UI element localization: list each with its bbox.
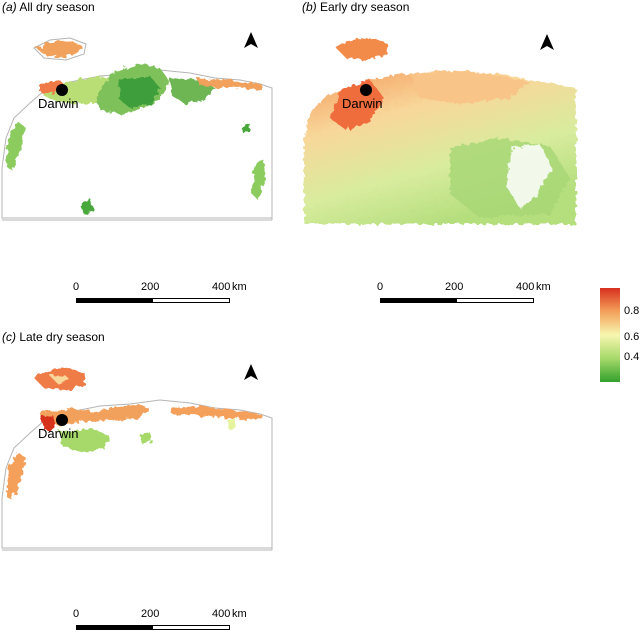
scale-bar-a: 0 200 400 km [73,281,247,307]
no-data-patch [506,144,552,208]
scale-bar-graphic [380,298,534,303]
heat-patch [6,122,26,170]
panel-c-letter: (c) [2,330,16,344]
city-label-darwin: Darwin [38,426,78,441]
heat-patch [196,78,262,90]
city-dot-icon [56,84,68,96]
panel-b-title-text: Early dry season [316,0,410,14]
heat-patch [140,432,152,444]
scale-tick-400: 400 [212,608,231,620]
scale-tick-200: 200 [141,608,160,620]
scale-tick-0: 0 [377,281,384,293]
north-arrow-icon [244,364,258,380]
panel-b-letter: (b) [302,0,317,14]
legend-color-ramp [600,288,620,382]
panel-a-title-text: All dry season [16,0,95,14]
scale-tick-400: 400 [516,281,535,293]
north-arrow-icon [244,32,258,48]
island-outline [33,37,87,61]
city-dot-icon [360,84,372,96]
scale-tick-400: 400 [212,281,231,293]
legend-label-low: 0.4 [624,351,640,363]
scale-bar-graphic [76,298,230,303]
panel-b-title: (b) Early dry season [302,0,409,14]
map-all-dry-season: Darwin [1,32,273,221]
legend-label-mid: 0.6 [624,331,640,343]
scale-tick-200: 200 [141,281,160,293]
color-legend: 0.8 0.6 0.4 [600,288,640,388]
panel-c-title: (c) Late dry season [2,330,105,344]
heat-patch [410,70,530,104]
scale-unit: km [536,281,551,293]
panel-a-letter: (a) [2,0,17,14]
heat-patch [170,406,262,420]
map-early-dry-season: Darwin [304,34,576,224]
north-arrow-icon [540,34,554,50]
heat-patch [40,414,56,432]
scale-bar-b: 0 200 400 km [377,281,551,307]
scale-tick-200: 200 [445,281,464,293]
heat-patch [80,198,94,214]
heat-patch [252,158,266,200]
scale-bar-graphic [76,625,230,630]
panel-a-title: (a) All dry season [2,0,95,14]
heat-patch [336,38,388,60]
scale-bar-c: 0 200 400 km [73,608,247,634]
city-dot-icon [56,414,68,426]
scale-unit: km [232,608,247,620]
heat-patch [118,76,160,108]
heat-patch [60,428,110,452]
scale-unit: km [232,281,247,293]
heat-patch [50,374,70,384]
map-late-dry-season: Darwin [1,364,273,551]
city-label-darwin: Darwin [342,96,382,111]
heat-patch [228,418,236,428]
city-label-darwin: Darwin [38,96,78,111]
panel-c-title-text: Late dry season [16,330,105,344]
scale-tick-0: 0 [73,608,80,620]
legend-label-high: 0.8 [624,305,640,317]
heat-patch [36,41,82,57]
heat-patch [6,452,26,500]
heat-patch [242,124,250,132]
scale-tick-0: 0 [73,281,80,293]
